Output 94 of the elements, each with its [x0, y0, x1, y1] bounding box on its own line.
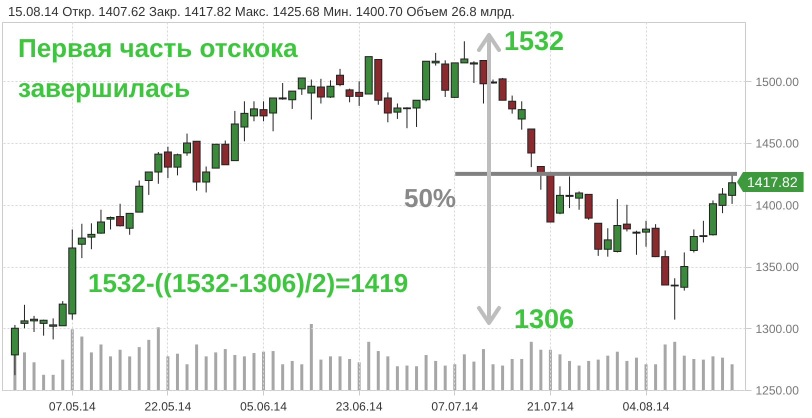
bar	[625, 360, 628, 390]
bar	[300, 364, 304, 390]
bar	[702, 360, 705, 390]
bar	[673, 342, 676, 390]
bar	[711, 356, 714, 390]
bar	[147, 340, 150, 390]
bar	[424, 355, 428, 390]
x-tick-label: 05.06.14	[240, 400, 288, 414]
bar	[319, 360, 322, 390]
bar	[290, 360, 294, 390]
bar	[721, 358, 724, 390]
bar	[568, 360, 572, 390]
x-tick-label: 22.05.14	[144, 400, 192, 414]
bar	[367, 342, 370, 390]
bar	[634, 358, 638, 390]
bar	[272, 351, 275, 390]
bar	[520, 358, 524, 390]
x-tick-label: 07.05.14	[48, 400, 96, 414]
bar	[606, 356, 610, 390]
bar	[396, 366, 399, 390]
bar	[281, 364, 284, 390]
bar	[664, 344, 667, 390]
bar	[109, 356, 112, 390]
bar	[692, 358, 696, 390]
bar	[578, 366, 581, 390]
bar	[405, 366, 408, 390]
bar	[233, 355, 236, 390]
y-tick-label: 1400.00	[756, 198, 800, 212]
bar	[654, 364, 658, 390]
bar	[596, 360, 600, 390]
annotation: 50%	[404, 183, 456, 214]
y-tick-label: 1300.00	[756, 322, 800, 336]
candlestick	[680, 252, 688, 292]
bar	[195, 344, 198, 390]
bar	[22, 352, 26, 390]
y-tick-label: 1250.00	[756, 384, 800, 398]
bar	[682, 356, 686, 390]
bar	[530, 342, 533, 390]
x-tick-label: 07.07.14	[431, 400, 478, 414]
text: 1417.82	[737, 172, 804, 192]
candlestick	[336, 68, 344, 87]
y-tick-label: 1500.00	[756, 74, 800, 89]
bar	[444, 366, 447, 390]
bar	[462, 354, 466, 390]
bar	[99, 344, 102, 390]
x-tick-label: 21.07.14	[527, 400, 574, 414]
bar	[138, 347, 141, 390]
bar	[472, 362, 476, 390]
bar	[90, 352, 93, 390]
bar	[42, 374, 46, 390]
bar	[587, 360, 590, 390]
candlestick	[78, 223, 86, 259]
bar	[80, 336, 84, 390]
bar	[415, 366, 418, 390]
bar	[482, 349, 485, 390]
bar	[376, 351, 380, 390]
bar	[328, 356, 332, 390]
bar	[32, 362, 36, 390]
bar	[386, 356, 390, 390]
y-tick-label: 1450.00	[756, 136, 800, 151]
bar	[224, 349, 227, 390]
bar	[186, 364, 189, 390]
bar	[348, 358, 352, 390]
bar	[118, 350, 122, 390]
candlestick	[96, 209, 105, 234]
bar	[61, 360, 64, 390]
bar	[128, 356, 132, 390]
bar	[204, 356, 208, 390]
bar	[501, 366, 504, 390]
annotation: 1532-((1532-1306)/2)=1419	[88, 268, 408, 299]
x-tick-label: 23.06.14	[336, 400, 383, 414]
candlestick	[212, 144, 220, 169]
annotation: Первая часть отскока завершилась	[18, 32, 299, 105]
bar	[156, 327, 160, 390]
bar	[539, 350, 542, 390]
bar	[510, 358, 514, 390]
candlestick	[87, 222, 96, 250]
bar	[616, 352, 619, 390]
bar	[176, 354, 179, 390]
annotation: 1532	[504, 26, 564, 57]
chart-title: 15.08.14 Откр. 1407.62 Закр. 1417.82 Макс. 1425.68 Мин. 1400.70 Объем 26.8 млрд.	[8, 4, 515, 19]
bar	[252, 353, 256, 390]
bar	[434, 360, 438, 390]
y-tick-label: 1350.00	[756, 260, 800, 274]
bar	[52, 374, 55, 390]
bar	[310, 324, 313, 390]
bar	[242, 356, 246, 390]
x-tick-label: 04.08.14	[622, 400, 670, 414]
annotation: 1306	[514, 304, 574, 335]
bar	[214, 352, 218, 390]
bar	[730, 364, 734, 390]
bar	[338, 356, 342, 390]
bar	[492, 364, 495, 390]
bar	[558, 354, 562, 390]
